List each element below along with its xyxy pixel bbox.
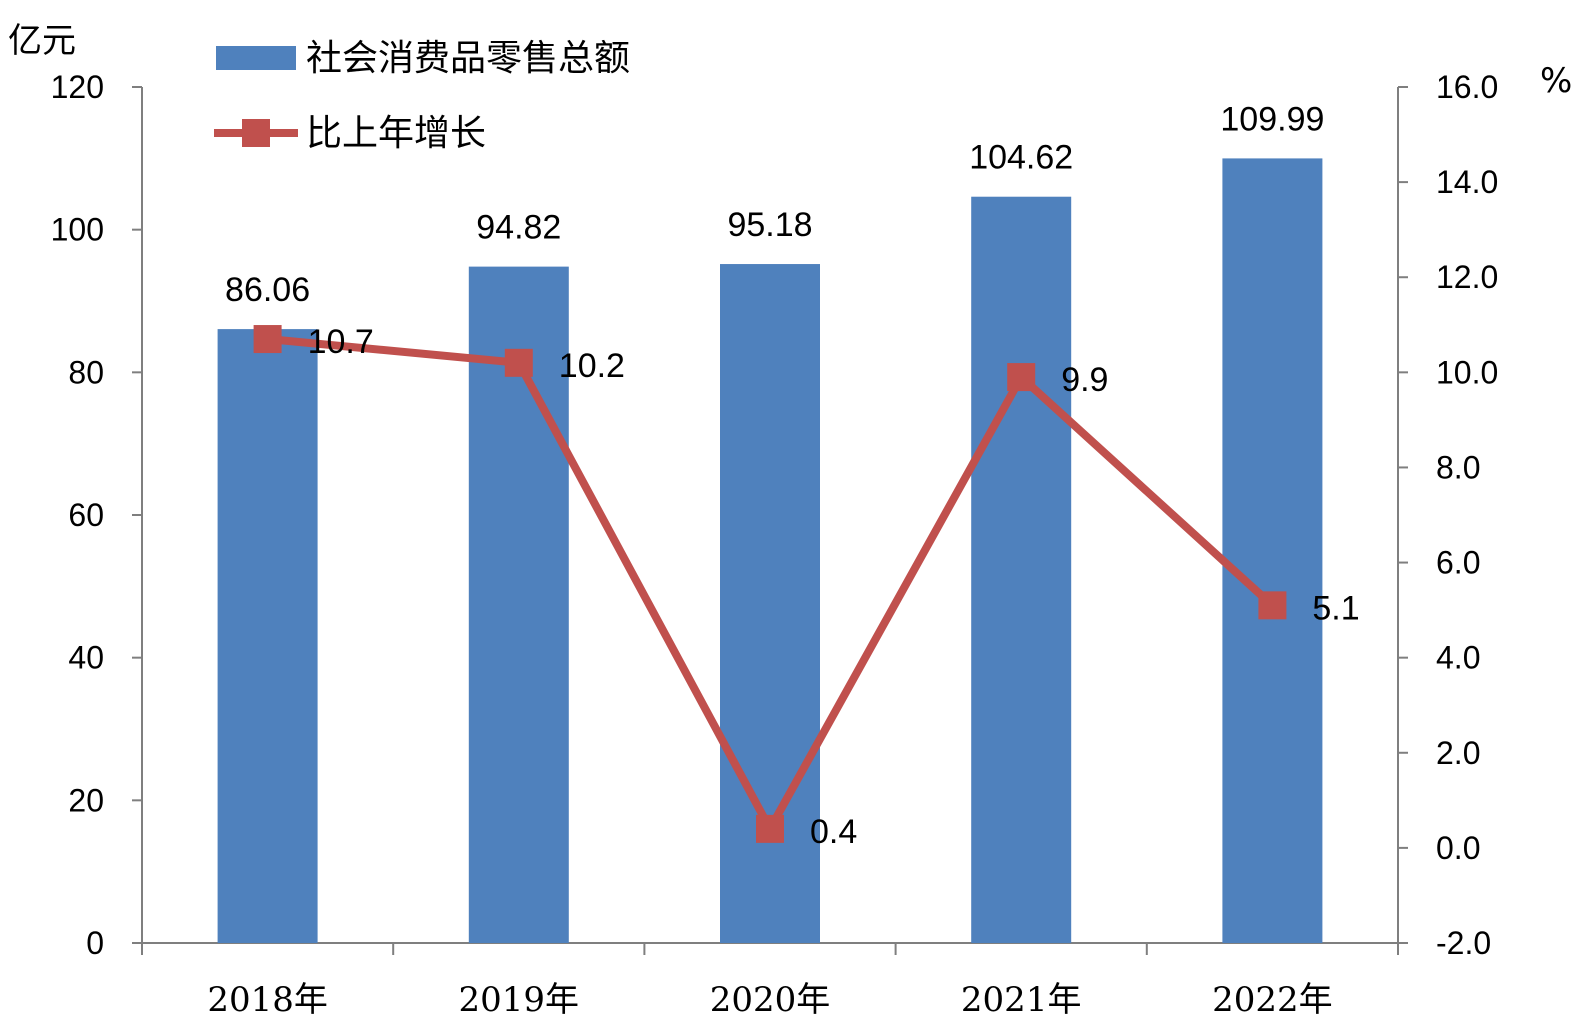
right-axis-tick-label: 6.0 xyxy=(1436,545,1480,581)
right-axis-tick-label: 16.0 xyxy=(1436,69,1498,105)
x-axis-category-label: 2020年 xyxy=(710,980,831,1020)
bar-value-label: 109.99 xyxy=(1220,100,1324,138)
right-axis-tick-label: 8.0 xyxy=(1436,449,1480,485)
left-axis-tick-label: 40 xyxy=(68,640,104,676)
legend: 社会消费品零售总额 比上年增长 xyxy=(214,38,630,154)
left-axis-tick-label: 0 xyxy=(86,925,104,961)
right-axis-tick-label: -2.0 xyxy=(1436,925,1491,961)
data-labels: 86.06 94.82 95.18 104.62 109.99 10.7 10.2 0.4 9.… xyxy=(225,100,1360,850)
line-value-label: 9.9 xyxy=(1061,361,1108,399)
legend-line-label: 比上年增长 xyxy=(306,113,486,154)
x-axis-category-label: 2022年 xyxy=(1212,980,1333,1020)
line-marker xyxy=(756,814,784,843)
line-value-label: 0.4 xyxy=(810,813,857,851)
line-value-label: 10.2 xyxy=(559,347,625,385)
legend-bar-swatch xyxy=(216,46,296,70)
bar-value-label: 104.62 xyxy=(969,139,1073,177)
legend-bar-label: 社会消费品零售总额 xyxy=(306,38,630,79)
line-value-label: 5.1 xyxy=(1312,589,1359,627)
bar xyxy=(468,266,569,944)
bar xyxy=(1222,158,1323,943)
bar-value-label: 94.82 xyxy=(476,209,561,247)
left-axis-tick-label: 60 xyxy=(68,497,104,533)
bar-value-label: 95.18 xyxy=(727,206,812,244)
x-axis-category-label: 2018年 xyxy=(207,980,328,1020)
line-value-label: 10.7 xyxy=(308,323,374,361)
left-axis-unit: 亿元 xyxy=(8,21,76,61)
bar-series xyxy=(217,158,1323,944)
bar xyxy=(217,329,318,943)
right-axis-tick-label: 4.0 xyxy=(1436,640,1480,676)
right-axis-unit: % xyxy=(1540,61,1572,101)
left-axis-tick-label: 100 xyxy=(51,212,104,248)
left-axis-tick-label: 80 xyxy=(68,354,104,390)
right-axis-tick-label: 10.0 xyxy=(1436,354,1498,390)
axes: 0 20 40 60 80 100 120 -2.0 0.0 2.0 4.0 6.0 8.0 10.0 12… xyxy=(51,69,1499,1020)
right-axis-tick-label: 14.0 xyxy=(1436,164,1498,200)
bar-value-label: 86.06 xyxy=(225,271,310,309)
left-axis-tick-label: 120 xyxy=(51,69,104,105)
line-marker xyxy=(253,325,282,354)
right-axis-tick-label: 0.0 xyxy=(1436,830,1480,866)
left-axis-tick-label: 20 xyxy=(68,782,104,818)
line-marker xyxy=(1007,363,1036,392)
legend-line-marker xyxy=(242,119,270,147)
line-marker xyxy=(504,348,533,377)
right-axis-tick-label: 12.0 xyxy=(1436,259,1498,295)
right-axis-tick-label: 2.0 xyxy=(1436,735,1480,771)
x-axis-category-label: 2021年 xyxy=(961,980,1082,1020)
x-axis-category-label: 2019年 xyxy=(459,980,580,1020)
bar xyxy=(971,196,1072,943)
line-series xyxy=(253,325,1287,843)
line-marker xyxy=(1258,591,1287,620)
